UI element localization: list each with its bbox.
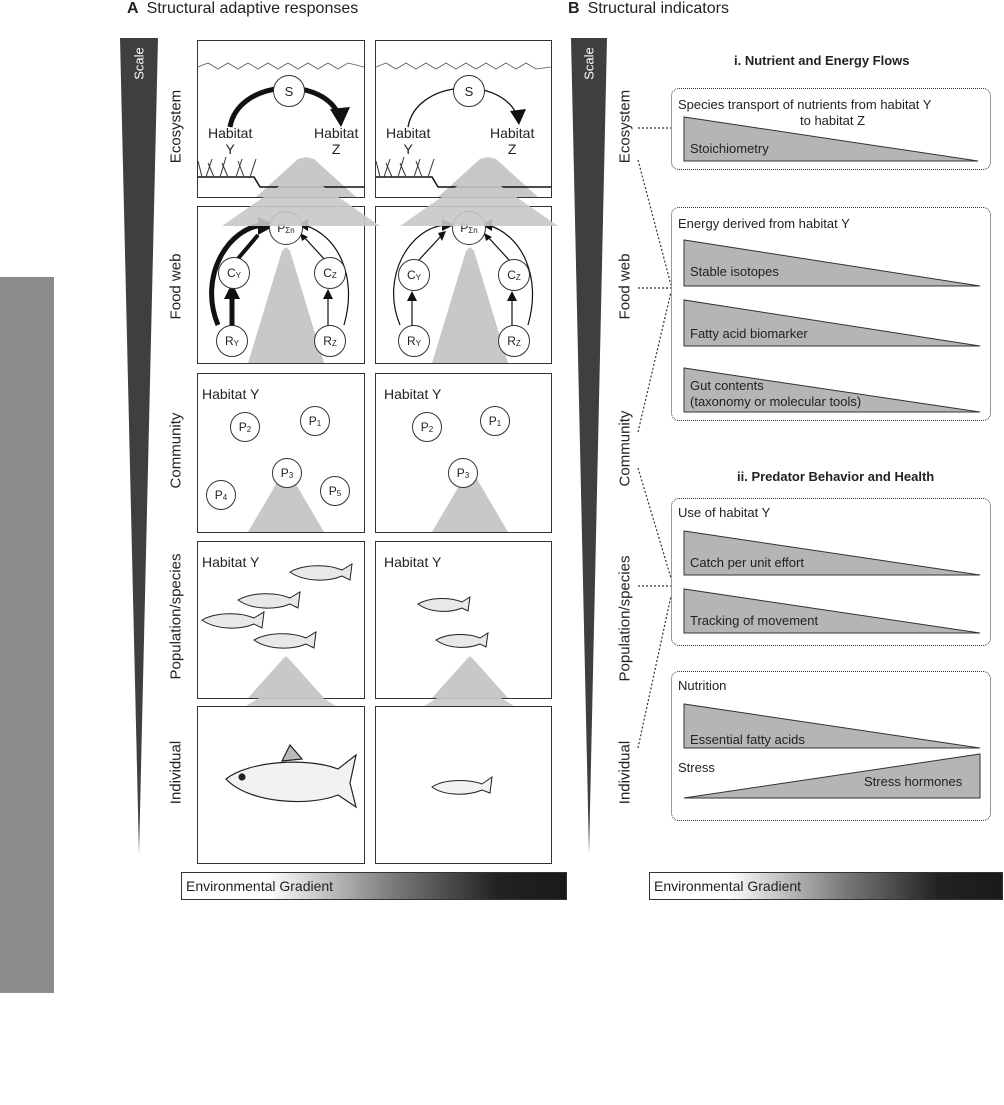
row-label-ecosystem: Ecosystem [167, 89, 185, 164]
habitat-z-label: Habitat Z [314, 125, 359, 157]
wedge-label-gut-contents: Gut contents [690, 378, 764, 393]
habitat-y-label-right: Habitat Y [386, 125, 431, 157]
scale-wedge-a [120, 38, 158, 854]
left-edge-bar [0, 277, 54, 993]
indicator-box-nutrient-transport: Species transport of nutrients from habi… [671, 88, 991, 170]
box2-header: Energy derived from habitat Y [678, 216, 850, 231]
population-box-right: Habitat Y [375, 541, 552, 699]
population-box-left: Habitat Y [197, 541, 365, 699]
population-left-drawing [201, 563, 353, 698]
row-label-individual: Individual [167, 740, 185, 805]
environmental-gradient-bar-b: Environmental Gradient [649, 872, 1003, 900]
fish-icon [431, 775, 493, 795]
wedges-habitat-use [683, 530, 981, 634]
wedge-label-stable-isotopes: Stable isotopes [690, 264, 779, 279]
population-right-drawing [417, 596, 508, 698]
fish-icon [417, 596, 489, 648]
population-habitat-label: Habitat Y [202, 554, 260, 570]
ecosystem-box-left: S Habitat Y Habitat Z [197, 40, 365, 198]
box1-header-line2: to habitat Z [800, 113, 866, 128]
wedge-label-essential-fatty-acids: Essential fatty acids [690, 732, 805, 747]
wedge-label-stress-hormones: Stress hormones [864, 774, 963, 789]
community-left-arrow [248, 470, 324, 532]
wedge-label-gut-contents-sub: (taxonomy or molecular tools) [690, 394, 862, 409]
node-s: S [273, 75, 305, 107]
node-s-right: S [453, 75, 485, 107]
section-i-title: i. Nutrient and Energy Flows [734, 53, 910, 68]
box1-header-line1: Species transport of nutrients from habi… [678, 97, 932, 112]
population-habitat-label-right: Habitat Y [384, 554, 442, 570]
environmental-gradient-bar-a: Environmental Gradient [181, 872, 567, 900]
individual-box-left [197, 706, 365, 864]
wedges-health [683, 703, 981, 799]
wedge-label-fatty-acid: Fatty acid biomarker [690, 326, 808, 341]
indicator-box-health: Nutrition Essential fatty acids Stress S… [671, 671, 991, 821]
wedge-label-stoichiometry: Stoichiometry [690, 141, 769, 156]
fish-icon [225, 743, 357, 809]
panel-b-title: B Structural indicators [568, 0, 729, 17]
community-habitat-label: Habitat Y [202, 386, 260, 402]
panel-a-title: A Structural adaptive responses [127, 0, 359, 17]
indicator-box-energy: Energy derived from habitat Y Stable iso… [671, 207, 991, 421]
scale-label-a: Scale [131, 47, 147, 80]
individual-left-drawing [225, 743, 357, 809]
indicator-box-habitat-use: Use of habitat Y Catch per unit effort T… [671, 498, 991, 646]
environmental-gradient-label-a: Environmental Gradient [186, 878, 334, 894]
row-label-community: Community [167, 412, 185, 489]
habitat-y-label: Habitat Y [208, 125, 253, 157]
scale-wedge-b [571, 38, 607, 854]
section-ii-title: ii. Predator Behavior and Health [737, 469, 935, 484]
box4-header-nutrition: Nutrition [678, 678, 727, 693]
individual-right-drawing [431, 775, 493, 795]
row-label-food-web: Food web [167, 253, 185, 320]
individual-box-right [375, 706, 552, 864]
wedge-label-tracking: Tracking of movement [690, 613, 819, 628]
row-label-population: Population/species [167, 553, 185, 680]
wedges-energy [683, 239, 981, 413]
food-web-left-drawing [209, 217, 350, 363]
wedge-label-cpue: Catch per unit effort [690, 555, 804, 570]
flow-arrows-a [222, 180, 558, 706]
box4-header-stress: Stress [678, 760, 715, 775]
scale-label-b: Scale [581, 47, 597, 80]
wedge-stoichiometry [683, 116, 979, 162]
community-right-arrow [432, 470, 508, 532]
environmental-gradient-label-b: Environmental Gradient [654, 878, 802, 894]
habitat-z-label-right: Habitat Z [490, 125, 535, 157]
box3-header: Use of habitat Y [678, 505, 771, 520]
community-habitat-label-right: Habitat Y [384, 386, 442, 402]
fish-icon [201, 563, 353, 649]
dotted-connectors [637, 127, 672, 749]
